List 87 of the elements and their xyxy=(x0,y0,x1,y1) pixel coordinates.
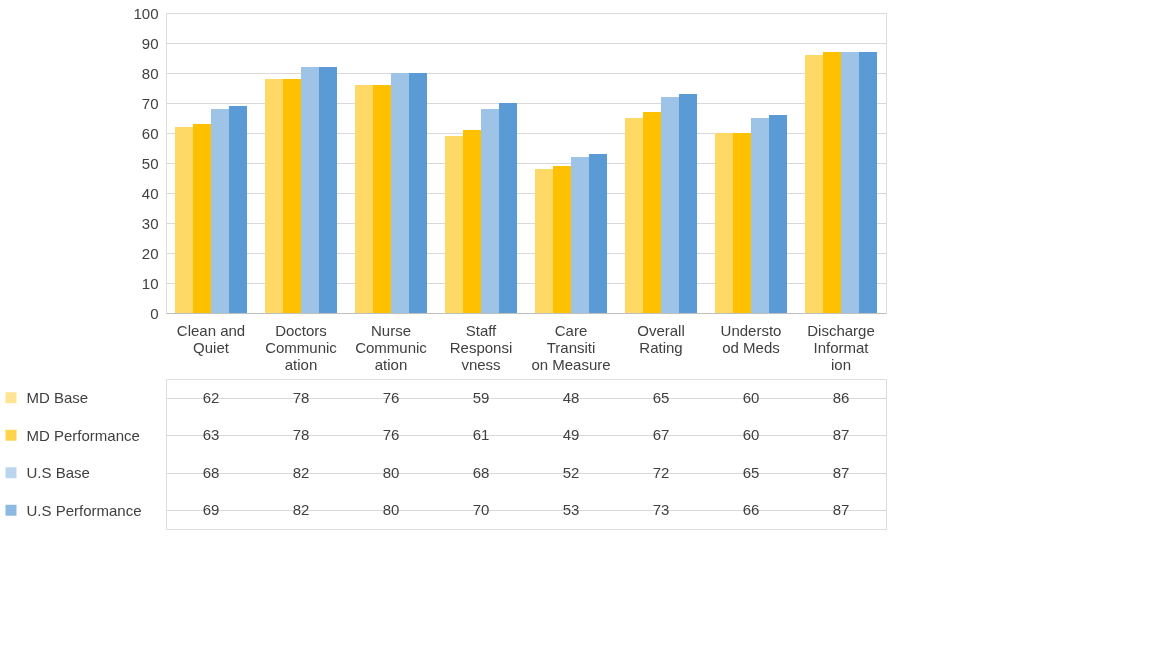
bar xyxy=(571,157,589,313)
data-label: 67 xyxy=(652,426,670,444)
data-label: 78 xyxy=(292,426,310,444)
x-tick-label: Care Transition Measure xyxy=(531,321,611,373)
data-label: 69 xyxy=(202,501,220,519)
data-label: 65 xyxy=(652,388,670,406)
bar xyxy=(373,85,391,313)
legend-label: U.S Performance xyxy=(26,501,142,519)
y-tick-label: 30 xyxy=(141,214,159,232)
bar xyxy=(643,112,661,313)
data-label: 52 xyxy=(562,463,580,481)
data-label: 49 xyxy=(562,426,580,444)
x-tick-label: Understood Meds xyxy=(720,321,782,356)
bar xyxy=(301,67,319,313)
data-label: 82 xyxy=(292,501,310,519)
y-tick-label: 40 xyxy=(141,184,159,202)
data-label: 66 xyxy=(742,501,760,519)
y-tick-label: 10 xyxy=(141,274,159,292)
data-label: 53 xyxy=(562,501,580,519)
bar xyxy=(841,52,859,313)
x-tick-label: Overall Rating xyxy=(637,321,685,356)
data-label: 80 xyxy=(382,501,400,519)
bar xyxy=(175,127,193,313)
y-tick-label: 90 xyxy=(141,34,159,52)
y-tick-label: 0 xyxy=(150,304,159,322)
bar xyxy=(859,52,877,313)
data-label: 48 xyxy=(562,388,580,406)
bar xyxy=(805,55,823,313)
bar xyxy=(265,79,283,313)
bar xyxy=(679,94,697,313)
data-label: 78 xyxy=(292,388,310,406)
y-tick-label: 80 xyxy=(141,64,159,82)
data-label: 60 xyxy=(742,426,760,444)
data-label: 82 xyxy=(292,463,310,481)
bar xyxy=(769,115,787,313)
bar xyxy=(751,118,769,313)
bar xyxy=(625,118,643,313)
y-tick-label: 50 xyxy=(141,154,159,172)
bar xyxy=(481,109,499,313)
bar xyxy=(535,169,553,313)
bar xyxy=(391,73,409,313)
data-label: 72 xyxy=(652,463,670,481)
legend-label: MD Performance xyxy=(26,426,140,444)
y-tick-label: 100 xyxy=(133,4,159,22)
bar xyxy=(661,97,679,313)
bar xyxy=(445,136,463,313)
bar xyxy=(211,109,229,313)
legend-label: U.S Base xyxy=(26,464,90,482)
data-label: 80 xyxy=(382,463,400,481)
bar xyxy=(823,52,841,313)
bar xyxy=(319,67,337,313)
legend-label: MD Base xyxy=(26,389,89,407)
data-label: 63 xyxy=(202,426,220,444)
data-label: 70 xyxy=(472,501,490,519)
data-label: 68 xyxy=(202,463,220,481)
bar xyxy=(733,133,751,313)
bar xyxy=(409,73,427,313)
x-tick-label: Clean and Quiet xyxy=(176,321,246,356)
data-label: 59 xyxy=(472,388,490,406)
x-tick-label: Nurse Communication xyxy=(355,321,428,373)
data-label: 87 xyxy=(832,463,850,481)
bar xyxy=(283,79,301,313)
data-label: 76 xyxy=(382,426,400,444)
data-label: 62 xyxy=(202,388,220,406)
bar xyxy=(499,103,517,313)
x-tick-label: Discharge Information xyxy=(807,321,875,373)
data-label: 68 xyxy=(472,463,490,481)
bar xyxy=(193,124,211,313)
data-label: 87 xyxy=(832,501,850,519)
y-tick-label: 60 xyxy=(141,124,159,142)
y-tick-label: 70 xyxy=(141,94,159,112)
bar xyxy=(463,130,481,313)
x-tick-label: Doctors Communication xyxy=(265,321,338,373)
data-label: 61 xyxy=(472,426,490,444)
bar xyxy=(715,133,733,313)
data-label: 86 xyxy=(832,388,850,406)
bar xyxy=(553,166,571,313)
x-tick-label: Staff Responsivness xyxy=(449,321,513,373)
bar xyxy=(229,106,247,313)
data-label: 76 xyxy=(382,388,400,406)
data-label: 60 xyxy=(742,388,760,406)
data-label: 73 xyxy=(652,501,670,519)
y-tick-label: 20 xyxy=(141,244,159,262)
bar xyxy=(589,154,607,313)
bar xyxy=(355,85,373,313)
data-label: 65 xyxy=(742,463,760,481)
data-label: 87 xyxy=(832,426,850,444)
